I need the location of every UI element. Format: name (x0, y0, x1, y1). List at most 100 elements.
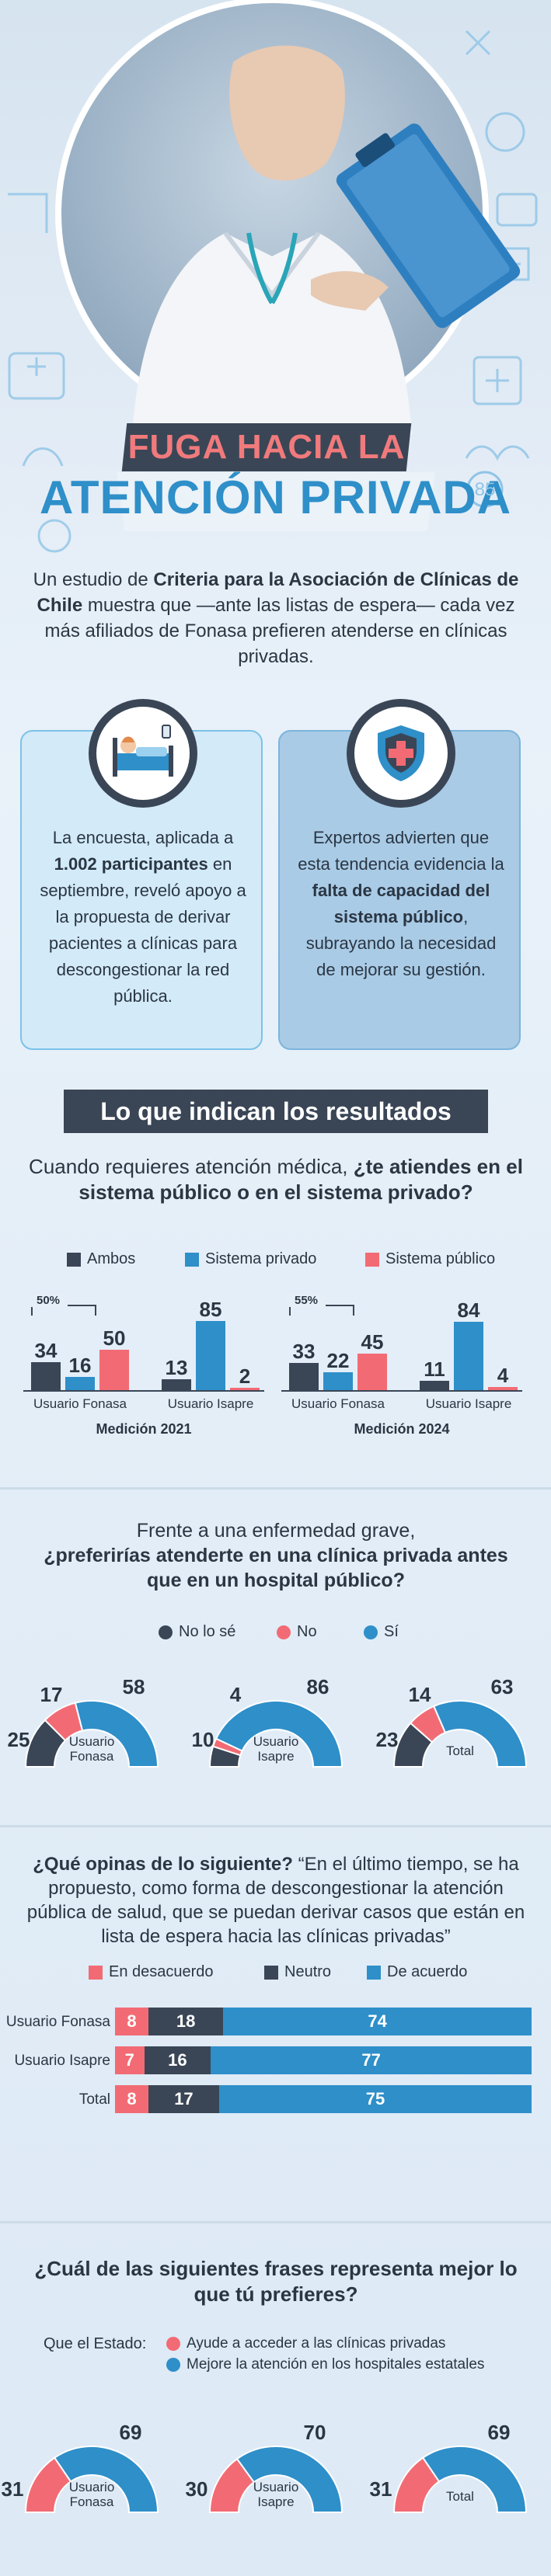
semi-donut (24, 2446, 159, 2513)
bracket-label: 50% (29, 1294, 68, 1307)
legend-ambos: Ambos (67, 1250, 135, 1268)
bar-value: 2 (239, 1364, 251, 1388)
axis-line (23, 1390, 264, 1392)
donut-center-label: Total (446, 1743, 474, 1758)
bar-value: 85 (199, 1297, 222, 1321)
bar-value: 50 (103, 1326, 126, 1350)
bar (230, 1388, 260, 1390)
card-survey-icon-wrap (89, 699, 197, 808)
card-experts-icon-wrap (347, 699, 455, 808)
donut-value: 17 (40, 1683, 63, 1706)
category-label: Usuario Isapre (167, 1396, 254, 1411)
category-label: Usuario Isapre (425, 1396, 512, 1411)
divider (0, 1487, 551, 1490)
category-label: Usuario Fonasa (33, 1396, 127, 1411)
bar (65, 1377, 95, 1390)
title-line-1: FUGA HACIA LA (127, 428, 406, 466)
shield-cross-icon (378, 725, 424, 781)
bar (420, 1381, 449, 1390)
donut-slice (214, 1700, 344, 1768)
bar-value: 16 (68, 1354, 92, 1378)
bracket-label: 55% (287, 1294, 326, 1307)
bar (196, 1320, 225, 1390)
donut-value: 10 (191, 1728, 214, 1751)
axis-line (281, 1390, 522, 1392)
bar-value: 11 (424, 1358, 445, 1382)
legend-desacuerdo: En desacuerdo (89, 1963, 214, 1981)
donut-center-label: Total (446, 2489, 474, 2504)
donut-slice (421, 2446, 528, 2513)
semi-donut (208, 1700, 344, 1768)
divider (0, 2221, 551, 2223)
legend-si: Sí (364, 1623, 399, 1641)
section-title: Lo que indican los resultados (64, 1090, 488, 1133)
bar (162, 1379, 191, 1390)
legend-hospitales: Mejore la atención en los hospitales est… (166, 2356, 484, 2373)
bar (357, 1353, 387, 1390)
chart-system-use: 34 16 50 Usuario Fonasa 13 85 2 Usuario Isapre M… (0, 1289, 551, 1444)
donut-value: 70 (303, 2421, 326, 2444)
row-label: Total (78, 2091, 110, 2108)
question-1: Cuando requieres atención médica, ¿te at… (29, 1155, 523, 1204)
question-4: ¿Cuál de las siguientes frases represent… (34, 2257, 518, 2306)
semi-donut (208, 2446, 344, 2513)
doctor-illustration (0, 0, 551, 559)
legend-no: No (277, 1623, 317, 1641)
semi-donut (24, 1700, 159, 1768)
legend-publico: Sistema público (365, 1250, 495, 1268)
legend-privado: Sistema privado (185, 1250, 316, 1268)
donut-slice (235, 2446, 344, 2513)
legend-prefix: Que el Estado: (44, 2335, 147, 2352)
donut-value: 4 (229, 1683, 242, 1706)
hero-section: FUGA HACIA LA ATENCIÓN PRIVADA 85 (0, 0, 551, 559)
donuts-private-preference: 25 17 58 Usuario Fonasa 10 4 86 Usuario Isapre 2… (0, 1662, 551, 1778)
stack-segment: 7 (115, 2046, 145, 2074)
stack-segment: 16 (144, 2046, 211, 2074)
question-2: Frente a una enfermedad grave, ¿preferirí… (44, 1520, 508, 1591)
stack-segment: 18 (148, 2008, 224, 2035)
bar (99, 1349, 129, 1390)
group-label: Medición 2024 (354, 1421, 450, 1437)
chart-opinion: Usuario Fonasa 8 18 74 Usuario Isapre 7 16 77 To… (0, 2008, 551, 2124)
card-survey-text: La encuesta, aplicada a 1.002 participan… (40, 828, 246, 1006)
bar-value: 13 (165, 1356, 188, 1380)
patient-bed-icon (113, 725, 173, 777)
donut-value: 86 (306, 1675, 330, 1698)
card-survey: La encuesta, aplicada a 1.002 participan… (20, 699, 263, 1050)
donut-center-label: Usuario Fonasa (68, 2480, 115, 2509)
donut-value: 30 (185, 2477, 208, 2501)
stack-segment: 17 (148, 2085, 219, 2113)
donut-value: 25 (7, 1728, 30, 1751)
donut-slice (74, 1700, 159, 1768)
donut-center-label: Usuario Fonasa (68, 1734, 115, 1764)
category-label: Usuario Fonasa (291, 1396, 385, 1411)
donut-value: 69 (119, 2421, 142, 2444)
donut-center-label: Usuario Isapre (253, 1734, 299, 1764)
stack-segment: 74 (223, 2008, 532, 2035)
divider (0, 1825, 551, 1827)
semi-donut (392, 2446, 528, 2513)
donut-slice (432, 1700, 528, 1768)
row-label: Usuario Isapre (14, 2053, 110, 2069)
group-label: Medición 2021 (96, 1421, 192, 1437)
stack-segment: 75 (219, 2085, 532, 2113)
legend-neutro: Neutro (264, 1963, 331, 1981)
stack-segment: 8 (115, 2085, 148, 2113)
row-label: Usuario Fonasa (5, 2014, 110, 2030)
bar-value: 84 (457, 1298, 480, 1322)
bar (454, 1321, 483, 1390)
stack-segment: 8 (115, 2008, 148, 2035)
donut-value: 23 (375, 1728, 399, 1751)
donut-center-label: Usuario Isapre (253, 2480, 299, 2509)
bar-value: 4 (497, 1363, 509, 1387)
bar-value: 33 (292, 1340, 316, 1364)
badge-85: 85 (474, 479, 496, 500)
stack-segment: 77 (211, 2046, 532, 2074)
card-experts-text: Expertos advierten que esta tendencia ev… (298, 828, 504, 979)
donut-value: 14 (408, 1683, 431, 1706)
donut-value: 63 (490, 1675, 514, 1698)
donut-value: 31 (1, 2477, 24, 2501)
donut-value: 58 (122, 1675, 145, 1698)
intro-paragraph: Un estudio de Criteria para la Asociació… (33, 569, 519, 667)
